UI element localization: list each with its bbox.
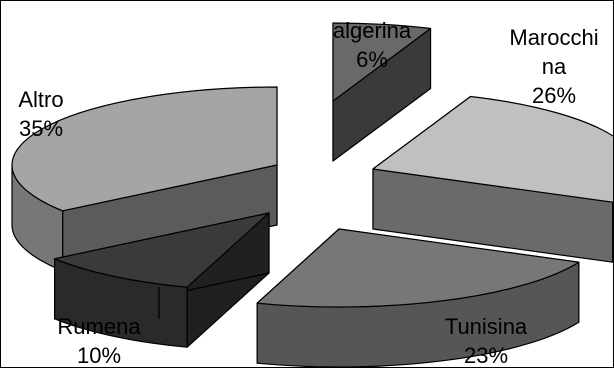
slice-name-altro: Altro bbox=[18, 87, 63, 112]
pie-labels: algerina 6% Marocchi na 26% Tunisina 23% Rumena… bbox=[18, 18, 598, 367]
slice-top-algerina bbox=[332, 22, 432, 102]
slice-algerina bbox=[332, 22, 432, 162]
slice-name-tunisina: Tunisina bbox=[445, 314, 528, 339]
slice-name-algerina: algerina bbox=[333, 18, 412, 43]
slice-percent-tunisina: 23% bbox=[464, 343, 508, 367]
slice-label-rumena: Rumena 10% bbox=[57, 314, 141, 367]
slice-tunisina bbox=[256, 228, 580, 367]
slice-top-rumena bbox=[54, 212, 270, 288]
slice-top-tunisina bbox=[256, 228, 580, 308]
slice-label-altro: Altro 35% bbox=[18, 87, 63, 141]
slice-top-marocchina bbox=[372, 95, 613, 203]
slice-name-marocchina: na bbox=[542, 54, 567, 79]
slice-label-marocchina: Marocchi na 26% bbox=[509, 25, 598, 108]
slice-label-tunisina: Tunisina 23% bbox=[445, 314, 528, 367]
slice-percent-algerina: 6% bbox=[356, 47, 388, 72]
slice-name-marocchina: Marocchi bbox=[509, 25, 598, 50]
slice-altro bbox=[11, 86, 278, 272]
slice-percent-rumena: 10% bbox=[77, 343, 121, 367]
slice-percent-altro: 35% bbox=[19, 116, 63, 141]
slice-rumena bbox=[54, 212, 270, 348]
pie-slices bbox=[11, 22, 613, 367]
slice-marocchina bbox=[372, 95, 613, 263]
slice-percent-marocchina: 26% bbox=[532, 83, 576, 108]
slice-label-algerina: algerina 6% bbox=[333, 18, 412, 72]
slice-name-rumena: Rumena bbox=[57, 314, 141, 339]
slice-top-altro bbox=[11, 86, 278, 212]
